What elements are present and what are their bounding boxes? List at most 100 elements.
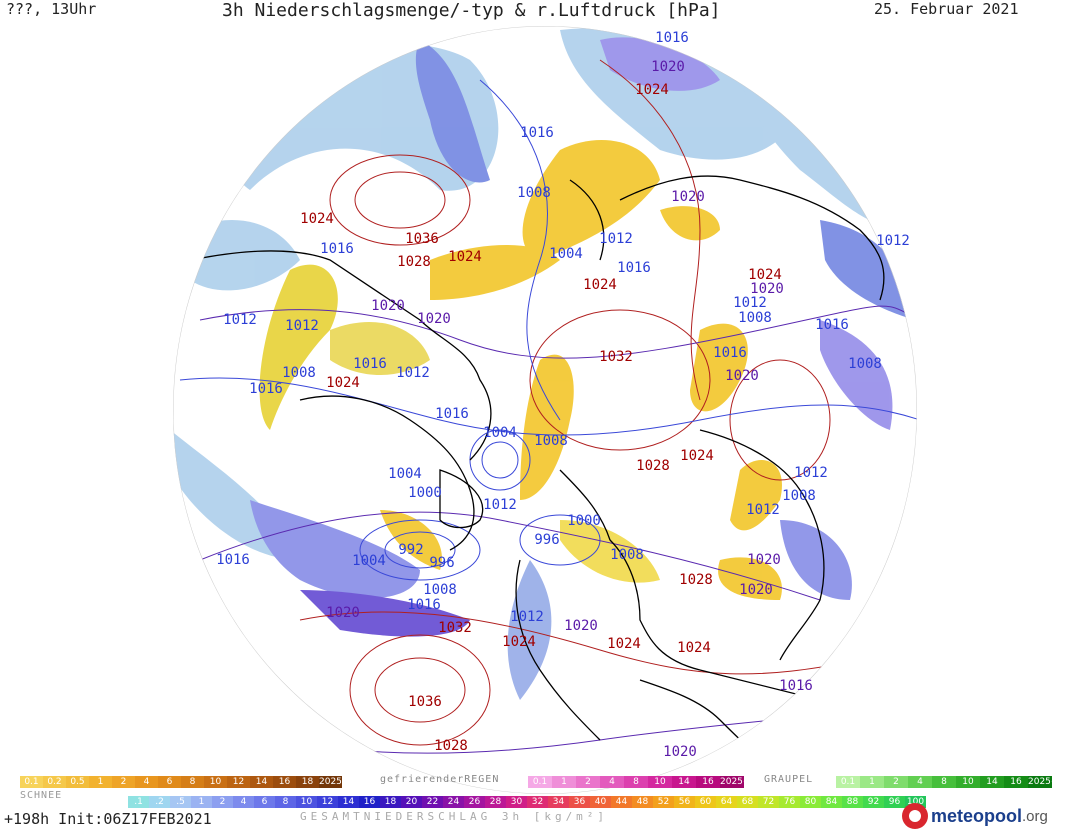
isobar-label: 1024 bbox=[748, 267, 782, 283]
legend-cell: 2 bbox=[112, 776, 135, 788]
isobar-label: 1020 bbox=[739, 582, 773, 598]
legend-snow-label: SCHNEE bbox=[20, 790, 63, 801]
legend-cell: 88 bbox=[842, 796, 863, 808]
legend-cell: .5 bbox=[170, 796, 191, 808]
isobar-label: 1008 bbox=[423, 582, 457, 598]
legend-cell: 16 bbox=[1004, 776, 1028, 788]
isobar-label: 1032 bbox=[599, 349, 633, 365]
legend-cell: 10 bbox=[204, 776, 227, 788]
isobar-label: 1016 bbox=[407, 597, 441, 613]
isobar-label: 1032 bbox=[438, 620, 472, 636]
map-disk bbox=[173, 26, 917, 794]
legend-cell: 12 bbox=[317, 796, 338, 808]
isobar-label: 1012 bbox=[396, 365, 430, 381]
isobar-label: 1004 bbox=[352, 553, 386, 569]
meteopool-logo[interactable]: meteopool .org bbox=[902, 803, 1048, 829]
legend-cell: 4 bbox=[233, 796, 254, 808]
isobar-label: 1024 bbox=[326, 375, 360, 391]
legend-cell: 14 bbox=[338, 796, 359, 808]
isobar-label: 1016 bbox=[435, 406, 469, 422]
legend-cell: 56 bbox=[674, 796, 695, 808]
isobar-label: 1036 bbox=[408, 694, 442, 710]
header-time: ???, 13Uhr bbox=[6, 0, 97, 18]
legend-cell: 16 bbox=[359, 796, 380, 808]
legend-freezing-rain-label: gefrierenderREGEN bbox=[380, 774, 500, 785]
legend-total-bar: .1.2.5 1 2 4 6 8 10 12 14 16 18 20 22 24 26 28 30 32 34 36 4… bbox=[128, 796, 926, 808]
coastlines bbox=[173, 175, 885, 771]
legend-cell: 72 bbox=[758, 796, 779, 808]
isobar-label: 1024 bbox=[607, 636, 641, 652]
legend-cell: 6 bbox=[254, 796, 275, 808]
isobar-label: 1012 bbox=[510, 609, 544, 625]
map-title: 3h Niederschlagsmenge/-typ & r.Luftdruck… bbox=[222, 0, 721, 21]
isobar-label: 1024 bbox=[300, 211, 334, 227]
isobar-label: 1012 bbox=[285, 318, 319, 334]
isobar-label: 1016 bbox=[353, 356, 387, 372]
legend-cell: 48 bbox=[632, 796, 653, 808]
isobar-label: 1016 bbox=[520, 125, 554, 141]
legend-cell: 52 bbox=[653, 796, 674, 808]
legend-cell: 24 bbox=[443, 796, 464, 808]
isobar-label: 1008 bbox=[848, 356, 882, 372]
legend-cell: 44 bbox=[611, 796, 632, 808]
legend-cell: 96 bbox=[884, 796, 905, 808]
logo-mark-icon bbox=[902, 803, 928, 829]
isobar-label: 1012 bbox=[599, 231, 633, 247]
isobar-label: 1008 bbox=[534, 433, 568, 449]
legend-cell: 18 bbox=[296, 776, 319, 788]
legend-cell: 8 bbox=[181, 776, 204, 788]
logo-text: meteopool bbox=[931, 805, 1023, 826]
legend-cell: 34 bbox=[548, 796, 569, 808]
legend-cell: 4 bbox=[600, 776, 624, 788]
legend-cell: 18 bbox=[380, 796, 401, 808]
legend-cell: 0.1 bbox=[528, 776, 552, 788]
isobar-label: 1016 bbox=[216, 552, 250, 568]
isobar-label: 996 bbox=[429, 555, 454, 571]
legend-cell: 2 bbox=[884, 776, 908, 788]
isobar-label: 992 bbox=[398, 542, 423, 558]
legend-cell: 1 bbox=[191, 796, 212, 808]
legend-cell: 8 bbox=[275, 796, 296, 808]
isobar-label: 1028 bbox=[679, 572, 713, 588]
isobar-label: 1024 bbox=[502, 634, 536, 650]
legend-cell: .2 bbox=[149, 796, 170, 808]
isobar-label: 1020 bbox=[663, 744, 697, 760]
isobar-label: 1016 bbox=[815, 317, 849, 333]
isobar-label: 1012 bbox=[876, 233, 910, 249]
isobar-label: 1016 bbox=[617, 260, 651, 276]
legend-cell: 14 bbox=[672, 776, 696, 788]
legend-cell: 64 bbox=[716, 796, 737, 808]
legend-cell: 84 bbox=[821, 796, 842, 808]
legend-cell: 26 bbox=[464, 796, 485, 808]
legend-cell: 0.1 bbox=[20, 776, 43, 788]
isobar-label: 1016 bbox=[249, 381, 283, 397]
isobar-label: 1004 bbox=[483, 425, 517, 441]
isobar-label: 1012 bbox=[794, 465, 828, 481]
isobar-label: 1020 bbox=[326, 605, 360, 621]
isobar-label: 1024 bbox=[680, 448, 714, 464]
legend-total-label: GESAMTNIEDERSCHLAG 3h [kg/m²] bbox=[300, 810, 609, 823]
isobar-label: 1008 bbox=[782, 488, 816, 504]
logo-tld: .org bbox=[1022, 807, 1048, 825]
isobar-label: 1024 bbox=[583, 277, 617, 293]
legend-cell: 2025+ bbox=[1028, 776, 1052, 788]
isobar-label: 1004 bbox=[388, 466, 422, 482]
isobar-label: 1000 bbox=[567, 513, 601, 529]
legend-graupel-label: GRAUPEL bbox=[764, 774, 814, 785]
isobar-label: 996 bbox=[534, 532, 559, 548]
isobar-label: 1020 bbox=[747, 552, 781, 568]
isobar-label: 1020 bbox=[671, 189, 705, 205]
isobar-label: 1036 bbox=[405, 231, 439, 247]
legend-cell: 8 bbox=[932, 776, 956, 788]
legend-cell: 2 bbox=[576, 776, 600, 788]
isobar-label: 1012 bbox=[223, 312, 257, 328]
isobar-label: 1020 bbox=[564, 618, 598, 634]
isobar-label: 1000 bbox=[408, 485, 442, 501]
legend-cell: 0.2 bbox=[43, 776, 66, 788]
legend-cell: 14 bbox=[980, 776, 1004, 788]
isobar-label: 1024 bbox=[635, 82, 669, 98]
legend-cell: 10 bbox=[296, 796, 317, 808]
